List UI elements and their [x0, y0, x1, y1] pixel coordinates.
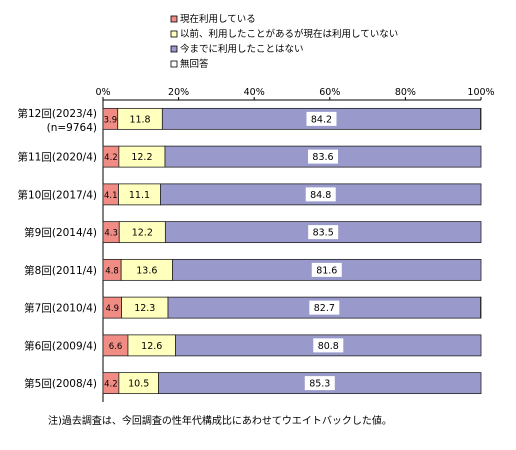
category-label: 第8回(2011/4) — [24, 264, 97, 277]
category-label: 第6回(2009/4) — [24, 339, 97, 352]
value-label-bg — [306, 111, 337, 126]
value-label: 11.8 — [129, 114, 150, 125]
legend-label: 今までに利用したことはない — [180, 43, 304, 55]
category-label: 第5回(2008/4) — [24, 377, 97, 390]
legend-swatch — [170, 15, 178, 23]
legend-label: 以前、利用したことがあるが現在は利用していない — [180, 28, 398, 40]
value-label: 12.2 — [132, 228, 153, 239]
value-label: 4.1 — [104, 191, 118, 201]
category-label: 第9回(2014/4) — [24, 226, 97, 239]
x-tick-label: 100% — [467, 87, 494, 98]
category-label: 第7回(2010/4) — [24, 302, 97, 315]
value-label: 4.9 — [105, 304, 119, 314]
value-label: 82.7 — [314, 303, 335, 314]
value-label: 81.6 — [316, 265, 337, 276]
value-label: 13.6 — [136, 265, 157, 276]
value-label: 12.3 — [134, 303, 155, 314]
value-label: 83.5 — [313, 228, 334, 239]
value-label: 4.2 — [104, 153, 118, 163]
value-label-bg — [313, 338, 344, 353]
value-label: 10.5 — [128, 379, 149, 390]
value-label-bg — [304, 376, 335, 391]
value-label: 3.9 — [104, 115, 118, 125]
legend-swatch — [170, 45, 178, 53]
legend-swatch — [170, 30, 178, 38]
value-label-bg — [307, 149, 338, 164]
legend-label: 無回答 — [180, 58, 209, 70]
category-label: 第10回(2017/4) — [18, 188, 98, 201]
value-label-bg — [305, 187, 336, 202]
value-label: 12.2 — [131, 152, 152, 163]
value-label: 85.3 — [309, 379, 330, 390]
bars: 3.9 11.8 84.2 4.2 12.2 83.6 4.1 11.1 84.8 4.3 12.2… — [102, 107, 482, 395]
x-tick-label: 80% — [395, 87, 416, 98]
legend: 現在利用している以前、利用したことがあるが現在は利用していない今までに利用したこ… — [170, 13, 398, 70]
value-label-bg — [309, 300, 340, 315]
legend-swatch — [170, 60, 178, 68]
value-label-bg — [311, 262, 342, 277]
x-tick-label: 60% — [319, 87, 340, 98]
value-label: 4.2 — [104, 380, 118, 390]
category-label: 第11回(2020/4) — [18, 151, 98, 164]
value-label: 12.6 — [141, 341, 162, 352]
value-label: 80.8 — [318, 341, 339, 352]
x-tick-label: 0% — [95, 87, 110, 98]
legend-label: 現在利用している — [180, 13, 256, 25]
value-label: 6.6 — [109, 342, 123, 352]
value-label: 11.1 — [129, 190, 150, 201]
value-label: 4.3 — [104, 229, 118, 239]
value-label-bg — [308, 225, 339, 240]
x-tick-label: 20% — [168, 87, 189, 98]
x-axis-ticks: 0% 20% 40% 60% 80% 100% — [95, 87, 494, 98]
category-labels: 第12回(2023/4) (n=9764) 第11回(2020/4) 第10回(201… — [18, 107, 98, 390]
category-sublabel: (n=9764) — [47, 122, 97, 134]
category-label: 第12回(2023/4) — [18, 107, 98, 120]
value-label: 83.6 — [312, 152, 333, 163]
value-label: 4.8 — [105, 266, 119, 276]
footnote: 注)過去調査は、今回調査の性年代構成比にあわせてウエイトバックした値。 — [48, 414, 392, 427]
value-label: 84.2 — [311, 114, 332, 125]
x-tick-label: 40% — [244, 87, 265, 98]
value-label: 84.8 — [310, 190, 331, 201]
